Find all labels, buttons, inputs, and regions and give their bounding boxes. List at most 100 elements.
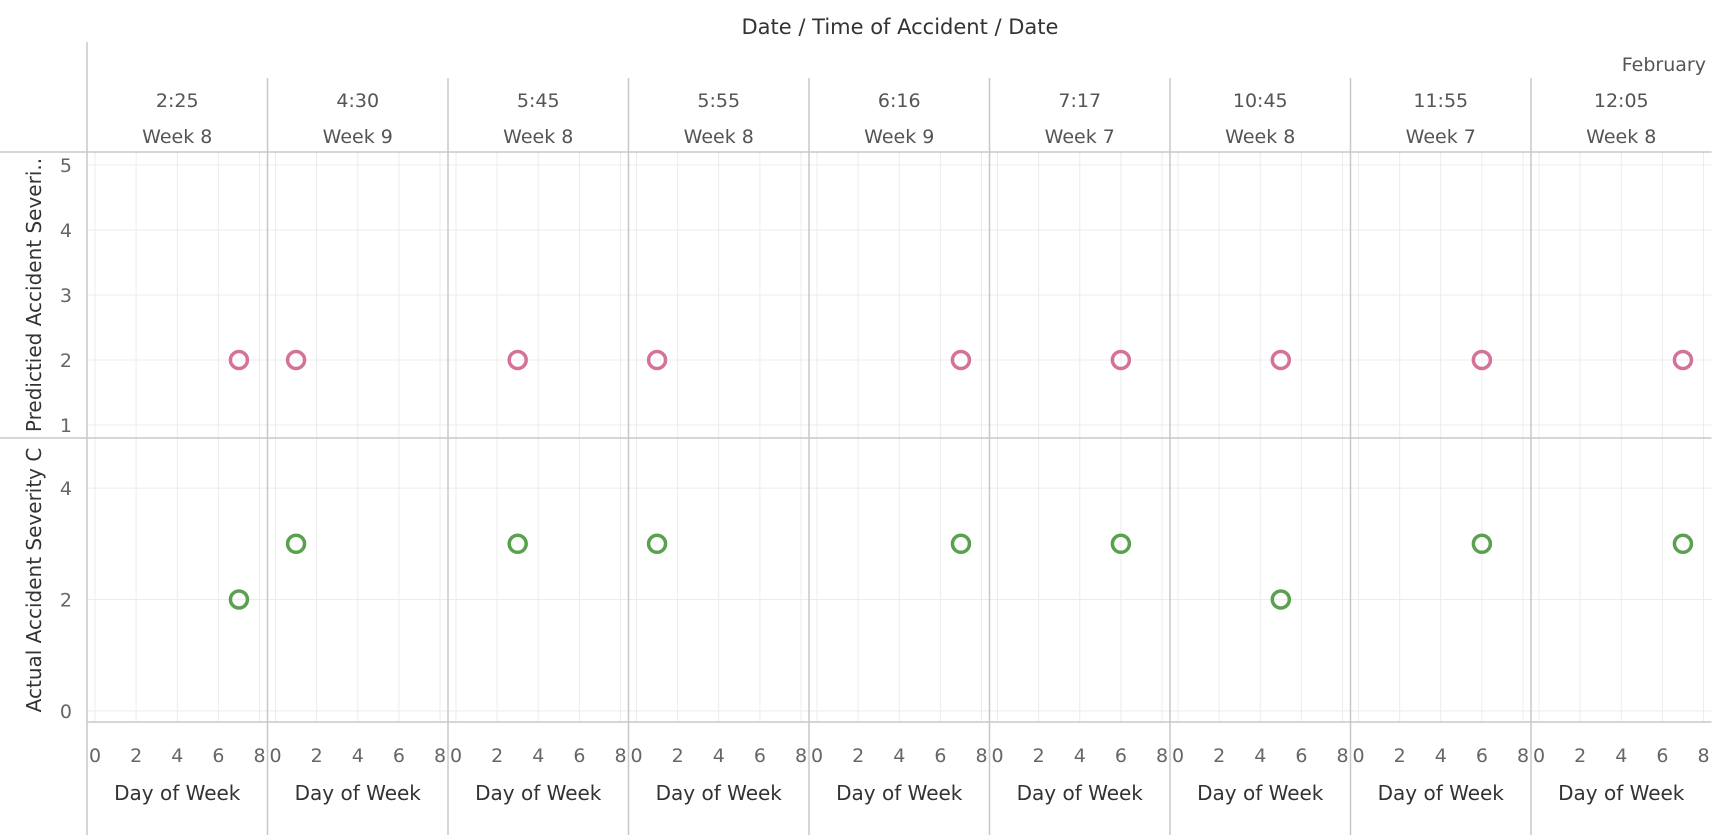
- x-tick-label: 4: [1254, 745, 1266, 767]
- x-tick-label: 4: [713, 745, 725, 767]
- header-week-label: Week 7: [1045, 126, 1115, 148]
- x-tick-label: 2: [1213, 745, 1225, 767]
- header-week-label: Week 9: [864, 126, 934, 148]
- header-week-label: Week 8: [1225, 126, 1295, 148]
- x-tick-label: 0: [450, 745, 462, 767]
- y-axes: 1 2 3 4 5 Predictied Accident Severi.. 0 2 4 Actu…: [22, 155, 72, 723]
- x-tick-label: 8: [795, 745, 807, 767]
- x-axis-label: Day of Week: [1378, 781, 1505, 805]
- actual-severity-point: [1270, 589, 1292, 610]
- y-tick-label: 4: [60, 478, 72, 500]
- predicted-severity-point: [1110, 349, 1132, 371]
- header-time-label: 11:55: [1413, 90, 1468, 112]
- header-time-label: 5:45: [517, 90, 560, 112]
- x-tick-label: 6: [212, 745, 224, 767]
- x-tick-label: 6: [1115, 745, 1127, 767]
- x-tick-label: 0: [269, 745, 281, 767]
- x-tick-label: 2: [491, 745, 503, 767]
- header-week-label: Week 7: [1406, 126, 1476, 148]
- panel-frames: [0, 42, 1712, 835]
- chart-title: Date / Time of Accident / Date: [742, 15, 1059, 39]
- x-tick-label: 8: [1697, 745, 1709, 767]
- x-tick-label: 2: [1394, 745, 1406, 767]
- x-tick-label: 8: [1517, 745, 1529, 767]
- x-tick-label: 2: [1574, 745, 1586, 767]
- x-tick-label: 0: [630, 745, 642, 767]
- x-tick-label: 4: [1435, 745, 1447, 767]
- y-tick-label: 0: [60, 701, 72, 723]
- predicted-severity-point: [646, 349, 668, 371]
- x-tick-label: 4: [352, 745, 364, 767]
- x-axis-label: Day of Week: [1558, 781, 1685, 805]
- x-tick-label: 0: [89, 745, 101, 767]
- x-axis-label: Day of Week: [836, 781, 963, 805]
- y-axis-label: Actual Accident Severity C: [22, 448, 46, 713]
- x-tick-label: 8: [1336, 745, 1348, 767]
- x-tick-label: 6: [573, 745, 585, 767]
- actual-severity-point: [228, 589, 250, 610]
- x-tick-label: 6: [1656, 745, 1668, 767]
- actual-severity-point: [646, 533, 668, 555]
- actual-severity-point: [950, 533, 972, 555]
- y-tick-label: 2: [60, 589, 72, 611]
- y-tick-label: 1: [60, 415, 72, 437]
- x-tick-label: 2: [852, 745, 864, 767]
- x-axis-label: Day of Week: [475, 781, 602, 805]
- header-time-label: 10:45: [1233, 90, 1288, 112]
- y-tick-label: 4: [60, 220, 72, 242]
- header-week-label: Week 8: [142, 126, 212, 148]
- header-time-label: 4:30: [336, 90, 379, 112]
- x-tick-label: 6: [1295, 745, 1307, 767]
- x-tick-label: 8: [253, 745, 265, 767]
- x-tick-label: 4: [1074, 745, 1086, 767]
- x-tick-label: 4: [1615, 745, 1627, 767]
- y-tick-label: 2: [60, 350, 72, 372]
- header-week-label: Week 9: [323, 126, 393, 148]
- y-axis-label: Predictied Accident Severi..: [22, 158, 46, 432]
- header-time-label: 6:16: [878, 90, 921, 112]
- x-axis-label: Day of Week: [1017, 781, 1144, 805]
- x-tick-label: 0: [1533, 745, 1545, 767]
- x-tick-label: 6: [393, 745, 405, 767]
- actual-severity-point: [507, 533, 528, 555]
- x-tick-label: 4: [532, 745, 544, 767]
- predicted-severity-point: [507, 349, 528, 371]
- x-axis-label: Day of Week: [1197, 781, 1324, 805]
- x-axes: 0 2 4 6 8 Day of Week 0 2 4 6 8 Day of Week 0 2 4 6 8 Day…: [89, 745, 1710, 805]
- y-tick-label: 3: [60, 285, 72, 307]
- x-tick-label: 8: [434, 745, 446, 767]
- x-tick-label: 4: [171, 745, 183, 767]
- header-time-label: 12:05: [1594, 90, 1649, 112]
- actual-severity-point: [1471, 533, 1493, 555]
- x-axis-label: Day of Week: [114, 781, 241, 805]
- header-time-label: 2:25: [156, 90, 199, 112]
- x-tick-label: 2: [672, 745, 684, 767]
- actual-severity-point: [1672, 533, 1694, 555]
- column-headers: 2:25 Week 8 4:30 Week 9 5:45 Week 8 5:55 Week 8…: [142, 90, 1656, 148]
- x-tick-label: 0: [1352, 745, 1364, 767]
- x-tick-label: 2: [1033, 745, 1045, 767]
- header-time-label: 7:17: [1058, 90, 1101, 112]
- predicted-severity-point: [1672, 349, 1694, 371]
- header-week-label: Week 8: [684, 126, 754, 148]
- actual-severity-point: [1110, 533, 1132, 555]
- predicted-severity-point: [285, 349, 307, 371]
- x-tick-label: 2: [130, 745, 142, 767]
- x-tick-label: 6: [934, 745, 946, 767]
- predicted-severity-point: [1270, 349, 1292, 371]
- x-tick-label: 0: [991, 745, 1003, 767]
- predicted-severity-point: [1471, 349, 1493, 371]
- actual-severity-point: [285, 533, 307, 555]
- x-tick-label: 2: [311, 745, 323, 767]
- grid-layer: [87, 152, 1712, 722]
- x-tick-label: 8: [975, 745, 987, 767]
- header-group-label: February: [1622, 54, 1706, 76]
- x-tick-label: 8: [614, 745, 626, 767]
- x-axis-label: Day of Week: [656, 781, 783, 805]
- x-tick-label: 0: [811, 745, 823, 767]
- x-tick-label: 6: [754, 745, 766, 767]
- header-week-label: Week 8: [1586, 126, 1656, 148]
- x-axis-label: Day of Week: [295, 781, 422, 805]
- data-points: [228, 349, 1694, 610]
